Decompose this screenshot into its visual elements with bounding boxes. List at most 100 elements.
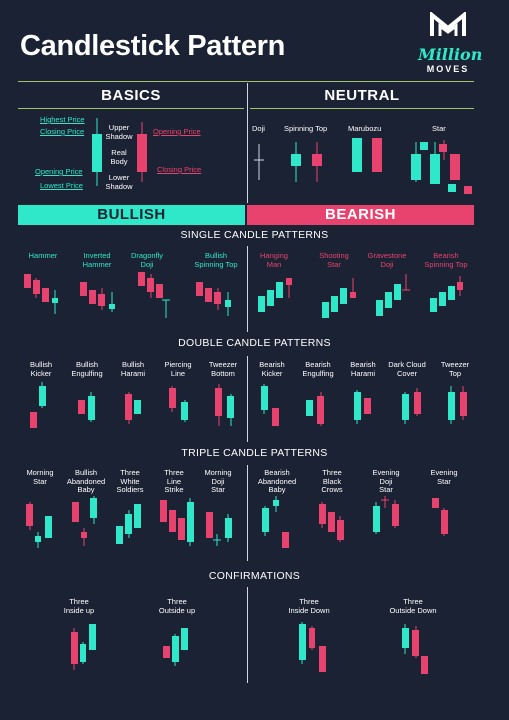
triple-section-title: TRIPLE CANDLE PATTERNS (181, 447, 328, 459)
label-bullish-harami: Bullish Harami (120, 360, 146, 378)
closing-price-left-label: Closing Price (40, 127, 85, 136)
bullish-spinning-top-group (196, 282, 231, 316)
piercing-line-candles (169, 386, 188, 422)
star-c3-body (430, 154, 440, 184)
double-divider (247, 356, 248, 442)
label-bearish-abandoned-baby: Bearish Abandoned Baby (257, 468, 297, 494)
basics-rule (18, 108, 244, 109)
bullish-harami-candles (125, 392, 141, 424)
neutral-label-star: Star (432, 124, 446, 133)
label-evening-doji-star: Evening Doji Star (372, 468, 400, 494)
highest-price-label: Highest Price (40, 115, 85, 124)
label-tweezer-bottom: Tweezer Bottom (208, 360, 238, 378)
label-three-black-crows: Three Black Crows (321, 468, 343, 494)
three-black-crows-candles (319, 502, 344, 542)
star-c1-body (411, 154, 421, 180)
logo-m-icon (430, 10, 466, 36)
triple-bear-candles (262, 496, 448, 548)
confirm-bear-candles (299, 622, 428, 674)
opening-price-left-label: Opening Price (35, 167, 83, 176)
single-section-title: SINGLE CANDLE PATTERNS (180, 229, 329, 241)
morning-doji-star-candles (206, 512, 232, 546)
dragonfly-doji-group (138, 272, 170, 318)
label-shooting-star: Shooting Star (319, 251, 349, 269)
three-inside-up-candles (71, 624, 96, 670)
bullish-band: BULLISH (18, 205, 245, 225)
label-morning-star: Morning Star (26, 468, 54, 486)
confirm-divider (247, 587, 248, 683)
basics-candles (92, 118, 147, 186)
neutral-rule (250, 108, 474, 109)
label-bullish-engulfing: Bullish Engulfing (71, 360, 103, 378)
three-outside-down-candles (402, 624, 428, 674)
bearish-kicker-candles (261, 384, 279, 426)
label-bearish-spinning-top: Bearish Spinning Top (424, 251, 468, 269)
three-outside-up-candles (163, 628, 188, 666)
basics-neutral-divider (247, 83, 248, 203)
page-title: Candlestick Pattern (20, 30, 286, 62)
label-three-inside-up: Three Inside up (63, 597, 95, 615)
triple-divider (247, 465, 248, 561)
bearish-harami-candles (354, 390, 371, 424)
label-three-line-strike: Three Line Strike (164, 468, 184, 494)
morning-star-candles (26, 502, 52, 548)
neutral-candles (254, 138, 472, 194)
label-dragonfly-doji: Dragonfly Doji (130, 251, 164, 269)
bearish-engulfing-candles (306, 392, 324, 426)
neutral-label-spinning-top: Spinning Top (284, 124, 328, 133)
upper-shadow-label: Upper Shadow (105, 123, 133, 141)
star-c4-body (439, 144, 447, 152)
label-gravestone-doji: Gravestone Doji (367, 251, 407, 269)
three-white-soldiers-candles (116, 504, 141, 544)
star-c6-body (448, 184, 456, 192)
hammer-group (24, 274, 58, 314)
label-bearish-kicker: Bearish Kicker (259, 360, 285, 378)
label-evening-star: Evening Star (430, 468, 458, 486)
label-inverted-hammer: Inverted Hammer (82, 251, 112, 269)
single-bear-candles (258, 274, 463, 318)
double-bull-candles (30, 382, 234, 428)
basics-header: BASICS (101, 87, 161, 104)
label-bullish-spinning-top: Bullish Spinning Top (194, 251, 238, 269)
label-three-inside-down: Three Inside Down (288, 597, 330, 615)
label-bearish-harami: Bearish Harami (350, 360, 376, 378)
gravestone-doji-group (376, 274, 410, 316)
triple-bull-candles (26, 496, 232, 548)
marubozu-bull-body (352, 138, 362, 172)
label-piercing-line: Piercing Line (164, 360, 192, 378)
logo-moves: MOVES (426, 64, 470, 74)
hanging-man-group (258, 278, 292, 312)
brand-logo: Million MOVES (418, 10, 482, 74)
opening-price-right-label: Opening Price (153, 127, 201, 136)
label-three-white-soldiers: Three White Soldiers (116, 468, 144, 494)
bullish-abandoned-baby-candles (72, 496, 97, 546)
shooting-star-group (322, 278, 356, 318)
neutral-label-doji: Doji (252, 124, 265, 133)
label-dark-cloud-cover: Dark Cloud Cover (388, 360, 426, 378)
dark-cloud-cover-candles (402, 388, 421, 424)
label-hanging-man: Hanging Man (260, 251, 288, 269)
evening-doji-star-candles (373, 496, 399, 534)
real-body-label: Real Body (110, 148, 128, 166)
spin-bear-body (312, 154, 322, 166)
double-section-title: DOUBLE CANDLE PATTERNS (178, 337, 331, 349)
label-three-outside-down: Three Outside Down (389, 597, 437, 615)
label-hammer: Hammer (28, 251, 58, 260)
confirm-bull-candles (71, 624, 188, 670)
label-morning-doji-star: Morning Doji Star (204, 468, 232, 494)
inverted-hammer-group (80, 282, 115, 312)
label-bullish-kicker: Bullish Kicker (29, 360, 53, 378)
label-three-outside-up: Three Outside up (158, 597, 196, 615)
confirm-section-title: CONFIRMATIONS (208, 570, 301, 582)
label-bullish-abandoned-baby: Bullish Abandoned Baby (66, 468, 106, 494)
lowest-price-label: Lowest Price (40, 181, 83, 190)
lower-shadow-label: Lower Shadow (105, 173, 133, 191)
bearish-abandoned-baby-candles (262, 496, 289, 548)
bullish-engulfing-candles (78, 392, 95, 422)
spin-bull-body (291, 154, 301, 166)
neutral-label-marubozu: Marubozu (348, 124, 382, 133)
basics-bear-body (137, 134, 147, 172)
single-bull-candles (24, 272, 231, 318)
label-bearish-engulfing: Bearish Engulfing (302, 360, 334, 378)
marubozu-bear-body (372, 138, 382, 172)
